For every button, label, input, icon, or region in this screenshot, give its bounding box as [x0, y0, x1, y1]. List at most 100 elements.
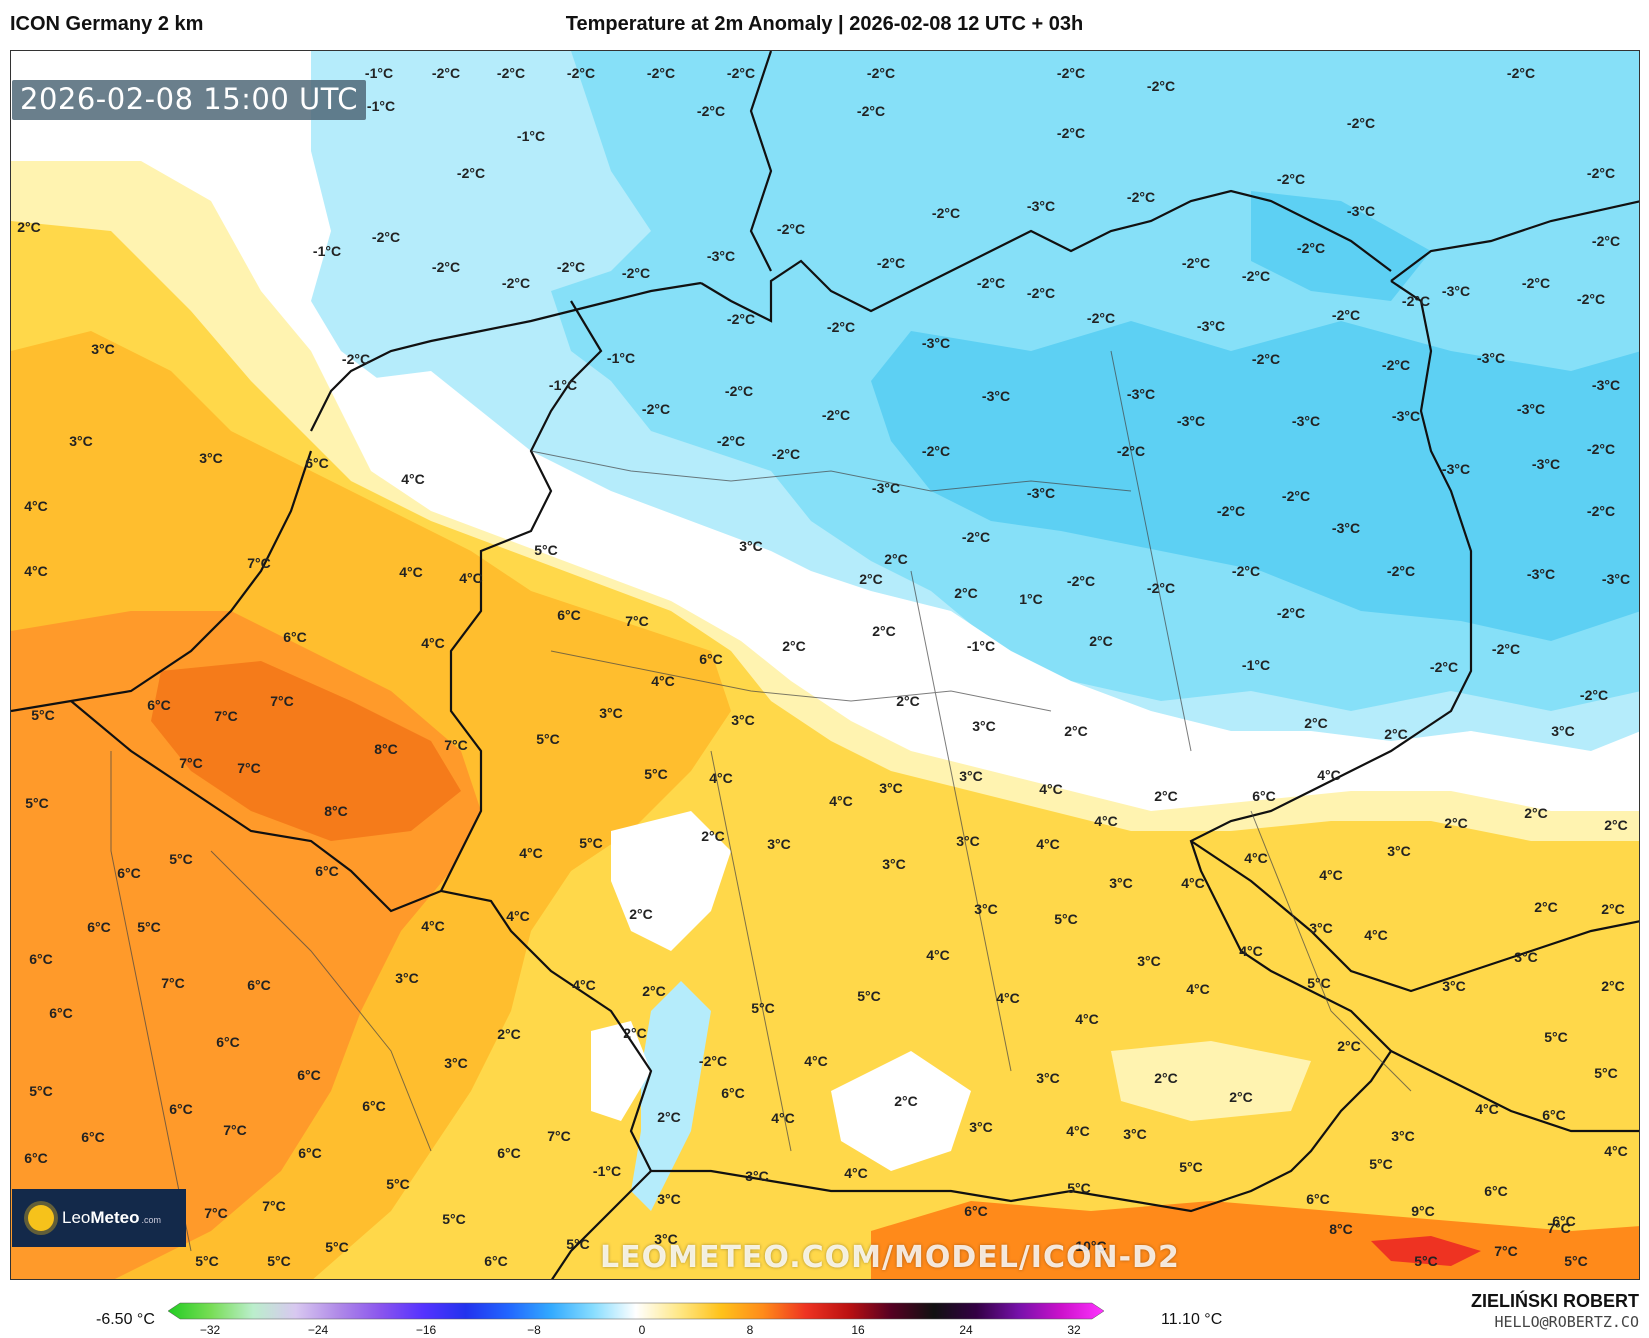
temperature-label: -2°C [1587, 165, 1615, 181]
temperature-label: -2°C [432, 65, 460, 81]
colorbar-tick-label: −24 [307, 1323, 329, 1337]
temperature-label: 4°C [1066, 1123, 1090, 1139]
temperature-label: 5°C [1414, 1253, 1438, 1269]
baltic-coast [700, 189, 1392, 323]
temperature-label: 5°C [25, 795, 49, 811]
temperature-label: -1°C [517, 128, 545, 144]
valid-time-badge: 2026-02-08 15:00 UTC [12, 80, 367, 120]
temperature-label: 7°C [444, 737, 468, 753]
temperature-label: 2°C [1064, 723, 1088, 739]
temperature-label: -2°C [1492, 641, 1520, 657]
cold-pocket-rhine [631, 981, 711, 1211]
temperature-label: -3°C [872, 480, 900, 496]
temperature-label: 3°C [1036, 1070, 1060, 1086]
temperature-label: 6°C [497, 1145, 521, 1161]
temperature-label: 5°C [29, 1083, 53, 1099]
colorbar-tick-label: 8 [746, 1323, 754, 1337]
temperature-label: -2°C [977, 275, 1005, 291]
temperature-label: 4°C [804, 1053, 828, 1069]
temperature-label: 2°C [629, 906, 653, 922]
temperature-label: 6°C [1542, 1107, 1566, 1123]
temperature-label: -2°C [1117, 443, 1145, 459]
temperature-label: 2°C [1444, 815, 1468, 831]
borders [11, 51, 1639, 1279]
author-credit: ZIELIŃSKI ROBERT [1470, 1291, 1639, 1311]
temperature-label: -2°C [1067, 573, 1095, 589]
temperature-label: -2°C [1382, 357, 1410, 373]
temperature-label: -2°C [1232, 563, 1260, 579]
temperature-label: 3°C [974, 901, 998, 917]
temperature-anomaly-map: -1°C -2°C -2°C -2°C -2°C -2°C -2°C -2°C -2°C -1°C… [11, 51, 1639, 1279]
temperature-label: 3°C [654, 1231, 678, 1247]
czech-border [1190, 840, 1639, 993]
temperature-label: 6°C [557, 607, 581, 623]
temperature-label: 3°C [959, 768, 983, 784]
logo-text: LeoMeteo .com [62, 1208, 162, 1227]
map-panel[interactable]: -1°C -2°C -2°C -2°C -2°C -2°C -2°C -2°C -2°C -1°C… [10, 50, 1640, 1280]
temperature-label: 3°C [444, 1055, 468, 1071]
temperature-label: -3°C [1442, 461, 1470, 477]
temperature-label: -3°C [1347, 203, 1375, 219]
leometeo-logo[interactable]: LeoMeteo .com [12, 1189, 186, 1247]
temperature-label: 5°C [169, 851, 193, 867]
temperature-label: -2°C [822, 407, 850, 423]
white-pocket-3 [591, 1021, 651, 1121]
temperature-label: -2°C [1587, 441, 1615, 457]
temperature-label: 3°C [1387, 843, 1411, 859]
temperature-label: 2°C [1601, 901, 1625, 917]
temperature-label: 4°C [1094, 813, 1118, 829]
temperature-label: 3°C [395, 970, 419, 986]
temperature-label: 6°C [283, 629, 307, 645]
temperature-label: -3°C [707, 248, 735, 264]
temperature-label: -2°C [642, 401, 670, 417]
temperature-label: 7°C [547, 1128, 571, 1144]
temperature-label: 6°C [298, 1145, 322, 1161]
temperature-label: 6°C [721, 1085, 745, 1101]
temperature-label: -1°C [593, 1163, 621, 1179]
temperature-label: -2°C [827, 319, 855, 335]
temperature-label: 4°C [519, 845, 543, 861]
temperature-label: 5°C [1307, 975, 1331, 991]
temperature-label: 2°C [1229, 1089, 1253, 1105]
temperature-label: 4°C [572, 977, 596, 993]
temperature-label: 2°C [872, 623, 896, 639]
temperature-label: 7°C [1547, 1220, 1571, 1236]
temperature-label: -2°C [962, 529, 990, 545]
temperature-label: -2°C [727, 65, 755, 81]
temperature-label: 4°C [24, 563, 48, 579]
temperature-label: 7°C [161, 975, 185, 991]
temperature-label: -2°C [1027, 285, 1055, 301]
sun-icon [28, 1205, 54, 1231]
light-pocket-bavaria [1111, 1041, 1311, 1121]
colorbar-max-label: 11.10 °C [1161, 1311, 1223, 1328]
temperature-label: 7°C [223, 1122, 247, 1138]
temperature-label: -3°C [1197, 318, 1225, 334]
temperature-label: 3°C [91, 341, 115, 357]
poland-border [1390, 200, 1639, 282]
temperature-label: 4°C [771, 1110, 795, 1126]
temperature-label: -3°C [1602, 571, 1630, 587]
temperature-label: 5°C [566, 1236, 590, 1252]
temperature-label: 2°C [884, 551, 908, 567]
temperature-label: -2°C [557, 259, 585, 275]
temperature-label: -2°C [1522, 275, 1550, 291]
colorbar-tick-label: 32 [1067, 1323, 1081, 1337]
temperature-label: 2°C [954, 585, 978, 601]
temperature-label: 1°C [1019, 591, 1043, 607]
temperature-label: 5°C [1564, 1253, 1588, 1269]
temperature-label: 3°C [1514, 949, 1538, 965]
temperature-label: -2°C [1347, 115, 1375, 131]
temperature-label: -2°C [1430, 659, 1458, 675]
temperature-label: -2°C [1242, 268, 1270, 284]
author-email[interactable]: HELLO@ROBERTZ.CO [1494, 1313, 1640, 1331]
temperature-label: 7°C [214, 708, 238, 724]
temperature-label: -2°C [1277, 171, 1305, 187]
temperature-label: -2°C [622, 265, 650, 281]
temperature-label: 2°C [1384, 726, 1408, 742]
temperature-label: -3°C [1442, 283, 1470, 299]
temperature-label: 6°C [305, 455, 329, 471]
temperature-label: 2°C [17, 219, 41, 235]
north-sea-coast [310, 281, 702, 432]
temperature-label: 6°C [1552, 1213, 1576, 1229]
temperature-label: -2°C [777, 221, 805, 237]
